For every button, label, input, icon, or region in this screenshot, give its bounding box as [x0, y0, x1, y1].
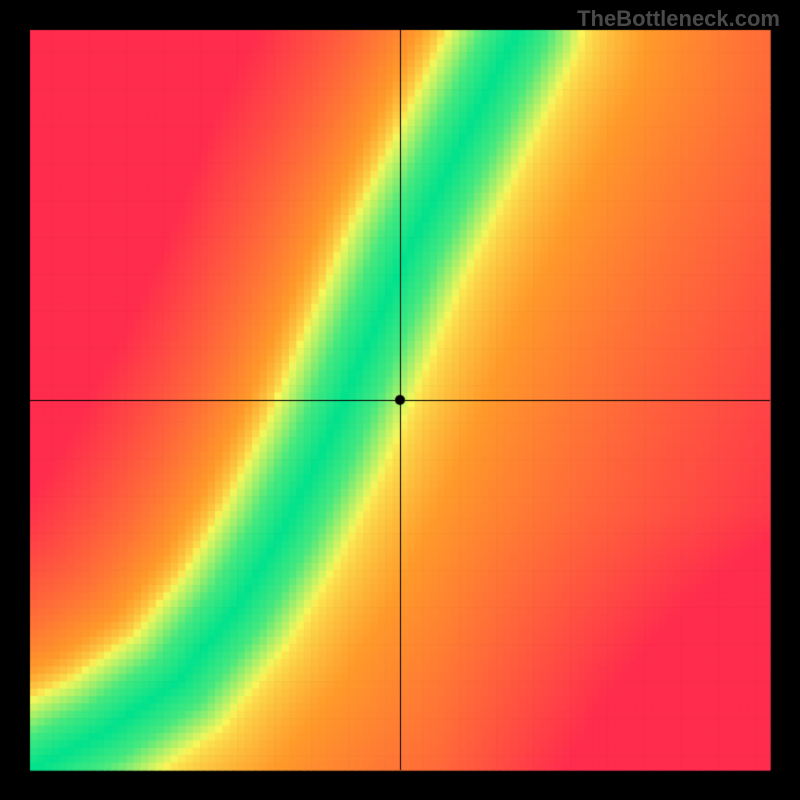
- heatmap-canvas: [0, 0, 800, 800]
- chart-container: TheBottleneck.com: [0, 0, 800, 800]
- watermark-text: TheBottleneck.com: [577, 6, 780, 32]
